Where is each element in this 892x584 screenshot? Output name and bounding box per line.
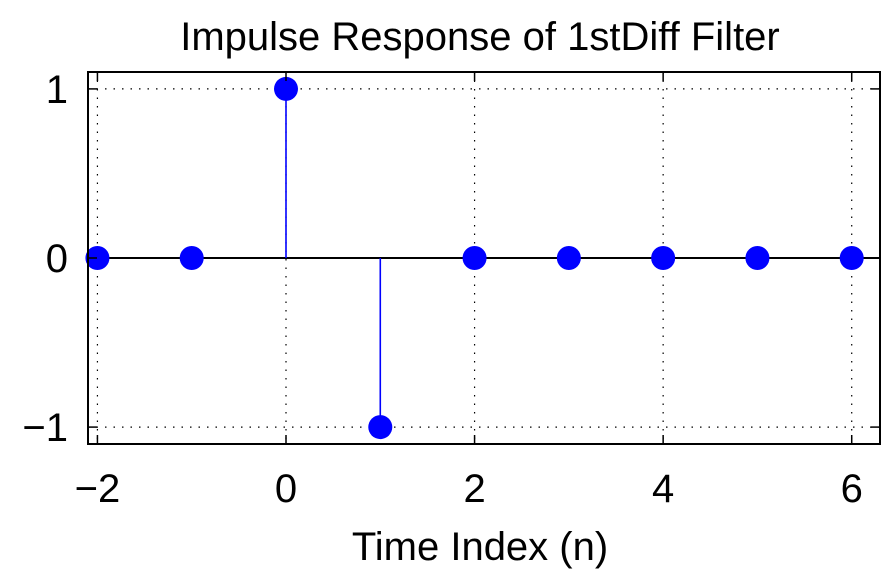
stem-marker-8 [839,246,864,270]
stem-marker-7 [745,246,770,270]
y-tick-label-1: 0 [46,237,68,281]
y-tick-label-0: −1 [22,406,68,450]
x-tick-labels: −2 0 2 4 6 [75,467,863,511]
x-tick-label-4: 6 [841,467,863,511]
stem-marker-5 [556,246,581,270]
y-tick-labels: −1 0 1 [22,68,68,450]
y-tick-label-2: 1 [46,68,68,112]
stem-marker-0 [85,246,110,270]
stem-marker-6 [651,246,676,270]
x-tick-label-0: −2 [75,467,121,511]
stem-marker-3 [368,415,393,440]
stem-marker-4 [462,246,487,270]
chart-title: Impulse Response of 1stDiff Filter [180,15,780,59]
axis-ticks [88,72,880,444]
stem-marker-1 [179,246,204,270]
x-tick-label-2: 2 [463,467,485,511]
stem-series [85,76,864,440]
x-axis-label: Time Index (n) [352,525,608,569]
x-tick-label-3: 4 [652,467,674,511]
x-tick-label-1: 0 [275,467,297,511]
stem-marker-2 [274,76,298,101]
